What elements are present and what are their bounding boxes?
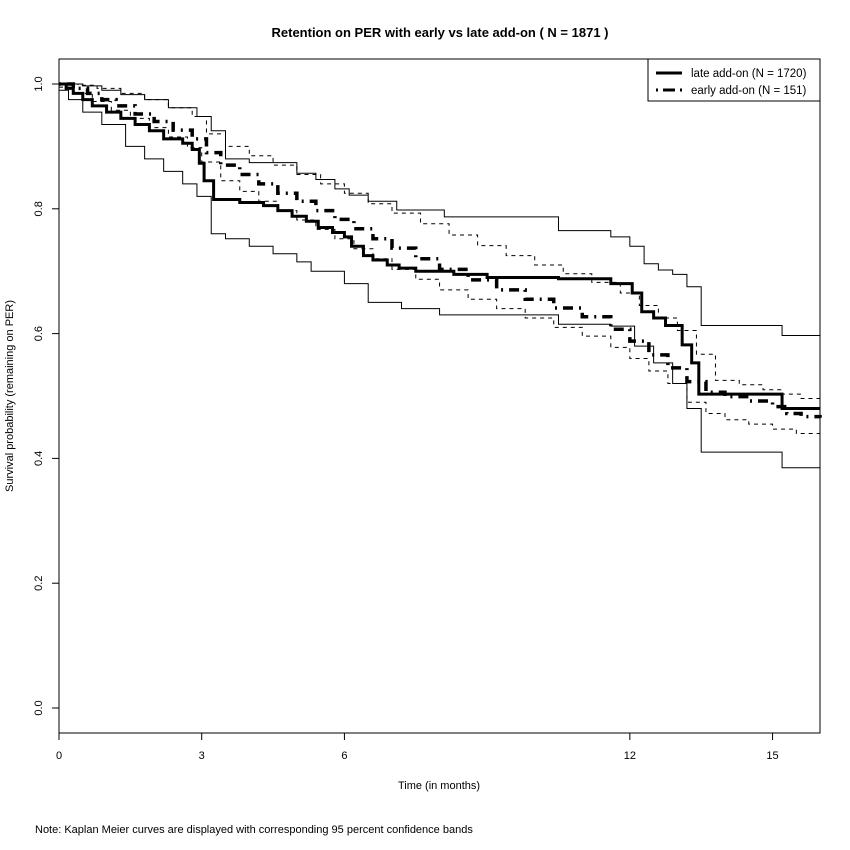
x-axis-label: Time (in months) <box>398 780 480 792</box>
y-axis: 0.0 0.2 0.4 0.6 0.8 1.0 <box>33 76 60 716</box>
y-tick-label: 0.6 <box>33 326 45 341</box>
x-tick-label: 0 <box>56 750 62 762</box>
y-tick-label: 0.0 <box>33 700 45 715</box>
chart-title: Retention on PER with early vs late add-… <box>272 25 609 40</box>
early-ci-lower-line <box>59 86 821 436</box>
x-tick-label: 12 <box>624 750 636 762</box>
y-tick-label: 0.8 <box>33 201 45 216</box>
legend-box <box>647 58 821 102</box>
late-estimate-line <box>59 82 820 410</box>
legend-label-late: late add-on (N = 1720) <box>691 68 807 80</box>
x-tick-label: 15 <box>766 750 778 762</box>
y-axis-label: Survival probability (remaining on PER) <box>4 300 16 492</box>
plot-frame <box>58 58 821 734</box>
legend-label-early: early add-on (N = 151) <box>691 85 807 97</box>
y-tick-label: 0.4 <box>33 451 45 466</box>
curves-group <box>59 82 822 469</box>
legend: late add-on (N = 1720) early add-on (N =… <box>647 58 821 102</box>
x-tick-label: 6 <box>341 750 347 762</box>
early-ci-upper-line <box>59 83 821 403</box>
y-tick-label: 1.0 <box>33 76 45 91</box>
x-tick-label: 3 <box>199 750 205 762</box>
late-ci-upper-line <box>59 83 820 336</box>
x-axis: 0 3 6 12 15 <box>56 732 779 762</box>
chart-note: Note: Kaplan Meier curves are displayed … <box>35 824 473 836</box>
early-estimate-line <box>59 82 822 419</box>
late-ci-lower-line <box>59 89 820 469</box>
y-tick-label: 0.2 <box>33 576 45 591</box>
